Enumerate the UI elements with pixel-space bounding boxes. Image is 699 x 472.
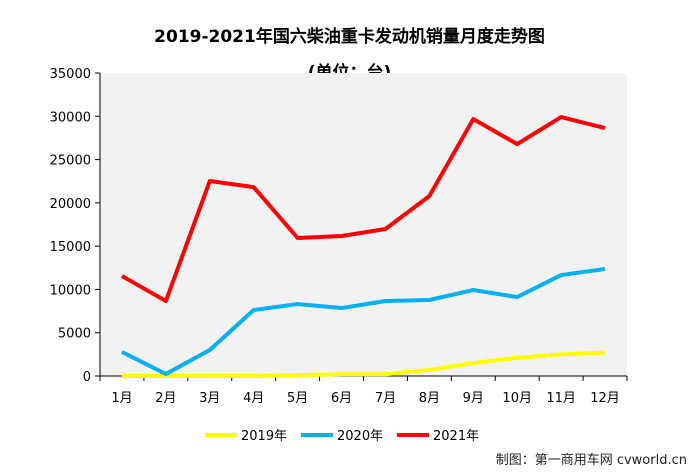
x-tick-label: 7月 <box>375 391 396 406</box>
x-tick-label: 2月 <box>155 391 176 406</box>
y-tick-label: 5000 <box>58 327 91 342</box>
legend-label: 2021年 <box>433 429 479 444</box>
series-line-2020年 <box>121 267 606 377</box>
x-tick-label: 8月 <box>419 391 440 406</box>
x-tick-label: 12月 <box>590 391 620 406</box>
y-tick-label: 35000 <box>50 67 91 82</box>
x-tick-label: 10月 <box>502 391 532 406</box>
x-tick-label: 9月 <box>463 391 484 406</box>
legend-label: 2020年 <box>337 429 383 444</box>
series-line-2021年 <box>120 115 606 304</box>
chart-title: 2019-2021年国六柴油重卡发动机销量月度走势图 <box>154 27 545 47</box>
y-tick-label: 15000 <box>50 240 91 255</box>
x-tick-label: 3月 <box>199 391 220 406</box>
y-tick-label: 20000 <box>50 197 91 212</box>
x-tick-label: 5月 <box>287 391 308 406</box>
x-tick-label: 6月 <box>331 391 352 406</box>
series-line-2019年 <box>121 350 606 378</box>
plot-area <box>100 73 627 376</box>
x-tick-label: 11月 <box>546 391 576 406</box>
credit: 制图：第一商用车网 cvworld.cn <box>495 453 687 468</box>
legend-label: 2019年 <box>241 429 287 444</box>
y-tick-label: 10000 <box>50 283 91 298</box>
y-tick-label: 30000 <box>50 110 91 125</box>
x-tick-label: 4月 <box>243 391 264 406</box>
y-tick-label: 25000 <box>50 154 91 169</box>
y-tick-label: 0 <box>83 370 91 385</box>
x-tick-label: 1月 <box>111 391 132 406</box>
